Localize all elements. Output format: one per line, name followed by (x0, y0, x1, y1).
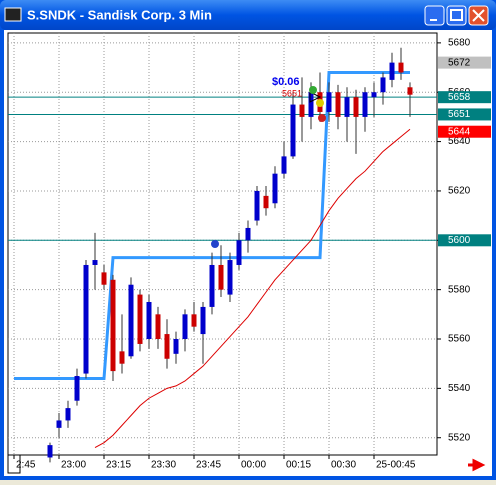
price-box (438, 108, 491, 121)
candle-body (200, 306, 206, 335)
candle-body (335, 92, 341, 117)
y-tick-label: 5540 (448, 383, 471, 394)
candle-body (119, 351, 125, 364)
minimize-button[interactable] (424, 5, 445, 26)
marker (309, 91, 322, 103)
candle-body (281, 156, 287, 174)
price-label: 5651 (448, 109, 471, 120)
price-box (438, 234, 491, 247)
star (316, 99, 324, 107)
candle-body (371, 92, 377, 98)
candle-body (56, 420, 62, 428)
candle-body (182, 314, 188, 340)
x-tick-label: 23:30 (151, 460, 176, 471)
candle-body (380, 77, 386, 93)
candle-body (164, 334, 170, 359)
app-icon (4, 7, 22, 22)
x-tick-label: 00:30 (331, 460, 356, 471)
candle-body (407, 87, 413, 95)
x-tick-label: 2:45 (16, 460, 36, 471)
candle-body (65, 408, 71, 421)
candle-body (128, 284, 134, 357)
annotation: $0.06 (272, 76, 300, 88)
scroll-arrow[interactable] (468, 458, 486, 472)
window-title: S.SNDK - Sandisk Corp. 3 Min (27, 7, 212, 22)
price-label: 5644 (448, 126, 471, 137)
candle-body (47, 445, 53, 458)
candle-body (155, 314, 161, 340)
candle-body (74, 376, 80, 401)
x-tick-label: 23:45 (196, 460, 221, 471)
series-line (94, 128, 411, 449)
candle-body (92, 260, 98, 265)
x-tick-label: 23:00 (61, 460, 86, 471)
x-tick-label: 23:15 (106, 460, 131, 471)
candle-body (389, 62, 395, 80)
x-tick-label: 25-00:45 (376, 460, 416, 471)
candle-body (101, 272, 107, 285)
candle-body (110, 279, 116, 372)
y-tick-label: 5620 (448, 186, 471, 197)
candle-body (245, 227, 251, 241)
y-tick-label: 5580 (448, 284, 471, 295)
candle-body (191, 314, 197, 327)
price-label: 5600 (448, 235, 471, 246)
price-box (438, 91, 491, 104)
price-box (438, 56, 491, 69)
y-tick-label: 5560 (448, 334, 471, 345)
price-label: 5658 (448, 92, 471, 103)
star (211, 240, 219, 248)
y-tick-label: 5640 (448, 136, 471, 147)
title-bar (0, 0, 496, 30)
candle-body (263, 195, 269, 209)
candle-body (362, 92, 368, 117)
annotation: 5651 (282, 88, 302, 98)
price-label: 5672 (448, 57, 471, 68)
star (318, 114, 326, 122)
candle-body (236, 240, 242, 265)
candle-body (326, 92, 332, 112)
candle-body (398, 62, 404, 73)
candle-body (137, 294, 143, 344)
maximize-button[interactable] (446, 5, 467, 26)
candle-body (146, 301, 152, 340)
candle-body (218, 264, 224, 290)
candle-body (227, 260, 233, 295)
candle-body (173, 339, 179, 354)
candle-body (209, 264, 215, 307)
star (309, 86, 317, 94)
y-tick-label: 5680 (448, 38, 471, 49)
x-tick-label: 00:00 (241, 460, 266, 471)
candle-body (290, 104, 296, 157)
candle-body (353, 97, 359, 117)
candle-body (272, 173, 278, 204)
price-box (438, 125, 491, 138)
candle-body (344, 97, 350, 117)
candle-body (308, 92, 314, 117)
x-tick-label: 00:15 (286, 460, 311, 471)
y-tick-label: 5520 (448, 432, 471, 443)
candle-body (254, 190, 260, 221)
candle-body (83, 264, 89, 374)
candle-body (299, 104, 305, 117)
